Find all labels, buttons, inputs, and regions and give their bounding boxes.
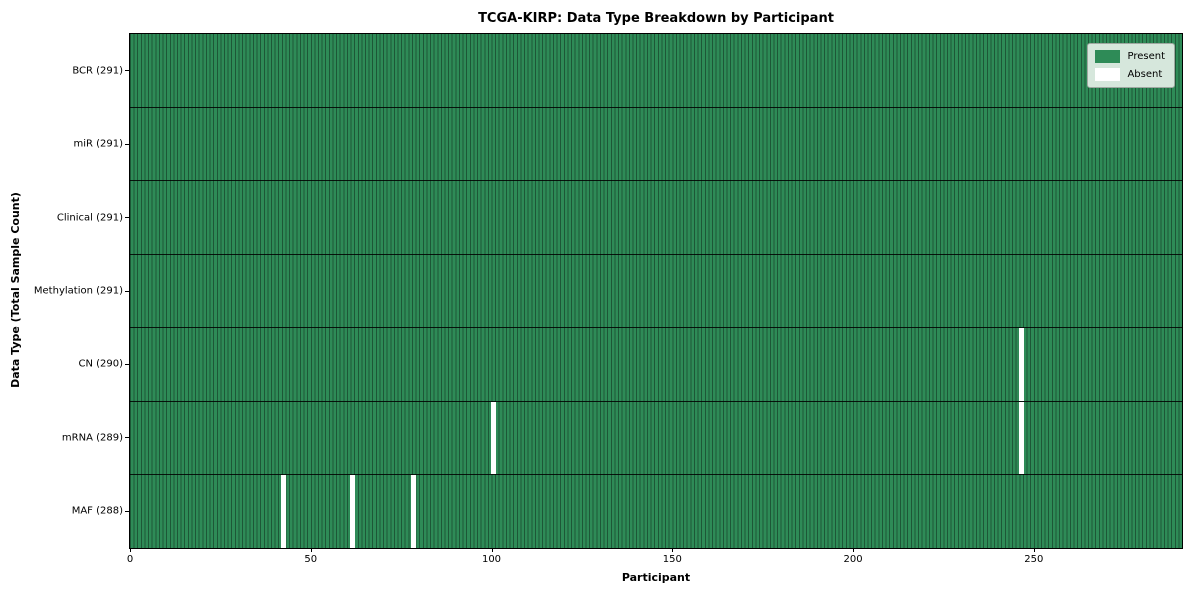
x-tick-mark <box>130 548 131 552</box>
x-axis-label: Participant <box>621 571 691 584</box>
x-tick-label-150: 150 <box>662 554 682 565</box>
heatmap-row-BCR <box>130 34 1182 108</box>
y-tick-mark <box>125 290 129 292</box>
heatmap-row-Clinical <box>130 181 1182 255</box>
x-tick-label-200: 200 <box>843 554 863 565</box>
legend-item-present: Present <box>1095 50 1165 63</box>
y-tick-mark <box>125 217 129 219</box>
y-tick-label-mRNA: mRNA (289) <box>61 432 123 444</box>
x-tick-label-250: 250 <box>1024 554 1044 565</box>
absent-cell-MAF-42 <box>281 475 287 549</box>
heatmap-row-MAF <box>130 475 1182 549</box>
heatmap-row-Methylation <box>130 255 1182 329</box>
y-tick-label-Methylation: Methylation (291) <box>33 285 123 297</box>
y-tick-mark <box>125 363 129 365</box>
absent-cell-MAF-78 <box>411 475 417 549</box>
legend-label: Absent <box>1127 69 1163 80</box>
y-tick-label-CN: CN (290) <box>78 358 123 370</box>
x-tick-label-50: 50 <box>304 554 318 565</box>
x-tick-mark <box>1033 548 1035 552</box>
legend-item-absent: Absent <box>1095 68 1165 81</box>
legend: Present Absent <box>1087 43 1175 88</box>
heatmap-rows <box>130 34 1182 549</box>
x-tick-label-100: 100 <box>481 554 502 565</box>
legend-label: Present <box>1127 51 1165 62</box>
x-tick-mark <box>672 548 674 552</box>
y-tick-mark <box>125 510 129 512</box>
y-tick-mark <box>125 70 129 72</box>
heatmap-row-miR <box>130 108 1182 182</box>
heatmap-row-CN <box>130 328 1182 402</box>
legend-swatch-absent <box>1095 68 1121 81</box>
heatmap-row-mRNA <box>130 401 1182 476</box>
absent-cell-mRNA-100 <box>490 401 496 475</box>
absent-cell-MAF-61 <box>349 475 355 549</box>
y-tick-mark <box>125 437 129 439</box>
plot-area: Present Absent <box>129 33 1183 549</box>
chart-title: TCGA-KIRP: Data Type Breakdown by Partic… <box>478 11 834 26</box>
y-tick-label-Clinical: Clinical (291) <box>56 212 123 224</box>
y-tick-label-miR: miR (291) <box>73 138 123 150</box>
y-tick-label-BCR: BCR (291) <box>72 65 123 77</box>
x-tick-mark <box>491 548 493 552</box>
x-tick-mark <box>853 548 855 552</box>
x-tick-label-0: 0 <box>126 554 134 565</box>
x-tick-mark <box>310 548 312 552</box>
y-tick-label-MAF: MAF (288) <box>71 505 123 517</box>
absent-cell-CN-246 <box>1018 328 1024 401</box>
absent-cell-mRNA-246 <box>1018 401 1024 475</box>
y-tick-mark <box>125 143 129 145</box>
legend-swatch-present <box>1095 50 1121 63</box>
y-axis-label: Data Type (Total Sample Count) <box>9 192 22 388</box>
